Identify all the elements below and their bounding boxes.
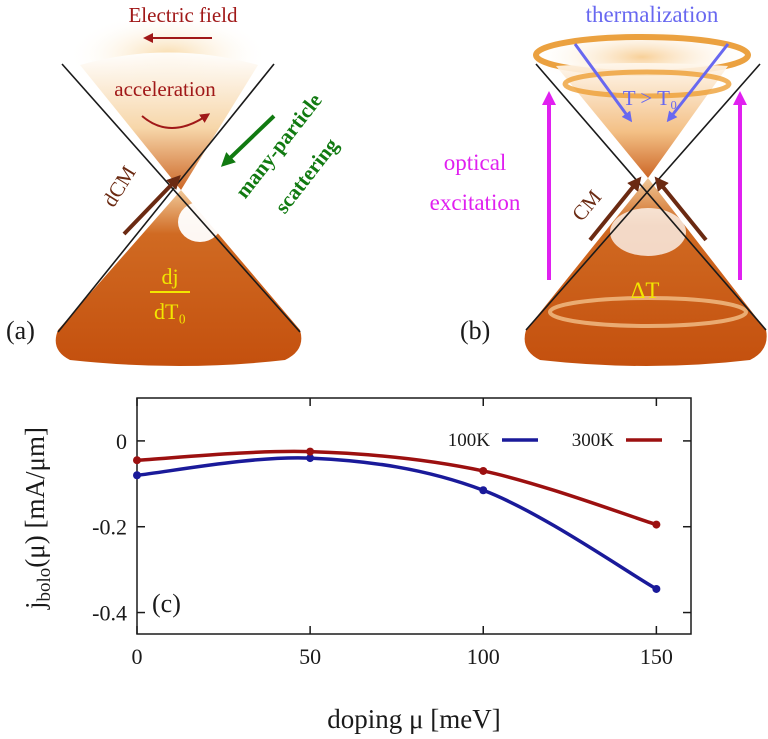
dj-label: dj	[161, 264, 178, 289]
panel-a-label: (a)	[6, 316, 35, 345]
lower-cone-a	[55, 190, 302, 366]
cone-line-b-2	[525, 63, 761, 331]
series-lines	[133, 447, 661, 593]
scattering-arrow	[220, 114, 276, 167]
delta-t-label: ΔT	[631, 278, 660, 303]
data-point-100K	[306, 454, 315, 463]
thermalization-label: thermalization	[586, 2, 719, 27]
upper-cone-a	[80, 52, 258, 190]
series-line-100K	[136, 456, 658, 591]
dcm-arrow	[122, 174, 181, 236]
data-point-300K	[652, 520, 661, 529]
panel-c-label: (c)	[152, 589, 181, 618]
y-axis-label: jbolo(μ) [mA/μm]	[20, 427, 55, 610]
upper-cone-b	[556, 63, 728, 178]
y-tick-label: 0	[116, 429, 127, 454]
legend-label-300K: 300K	[572, 430, 615, 451]
legend-label-100K: 100K	[448, 430, 491, 451]
lower-cone-b	[524, 178, 767, 366]
panel-a: Electric field acceleration many-particl…	[6, 3, 344, 366]
cone-line-b-1	[535, 63, 767, 331]
plot-frame	[136, 397, 692, 635]
cm-label: CM	[567, 185, 607, 226]
data-point-300K	[133, 456, 141, 465]
y-axis-label-rest: (μ) [mA/μm]	[20, 427, 50, 568]
x-tick-label: 100	[467, 644, 500, 669]
cm-arrow-right	[654, 176, 708, 242]
panel-b-label: (b)	[460, 316, 490, 345]
x-tick-label: 50	[299, 644, 321, 669]
data-point-100K	[652, 584, 661, 593]
cm-arrow-left	[588, 176, 642, 242]
acceleration-arrow	[141, 113, 211, 129]
y-axis-label-sub: bolo	[34, 568, 55, 602]
cone-line-a-1	[61, 63, 301, 333]
excitation-label: excitation	[430, 190, 521, 215]
dt0-label: dT₀	[154, 299, 186, 324]
t-gt-t0-label: T > T₀	[623, 86, 678, 110]
data-point-300K	[306, 447, 315, 456]
cone-line-a-2	[57, 63, 275, 333]
thermalization-arrow-left	[573, 43, 633, 123]
data-point-100K	[133, 471, 141, 480]
chart-panel-c: 0 50 100 150 0 -0.2 -0.4 100K 300K (c) doping …	[20, 397, 692, 734]
data-point-300K	[479, 466, 488, 475]
lower-cone-hole-b	[610, 208, 686, 256]
y-tick-label: -0.4	[92, 601, 127, 626]
thermal-ring-mid	[562, 69, 732, 99]
x-tick-label: 150	[640, 644, 673, 669]
dcm-label: dCM	[97, 161, 140, 211]
x-axis-label: doping μ [meV]	[327, 704, 500, 734]
axis-ticks: 0 50 100 150 0 -0.2 -0.4	[92, 398, 691, 669]
panel-b: thermalization T > T₀ optical excitation…	[430, 2, 767, 366]
optical-label: optical	[444, 150, 507, 175]
x-tick-label: 0	[132, 644, 143, 669]
y-axis-label-main: j	[20, 601, 50, 610]
thermal-ring-low	[548, 296, 748, 328]
data-point-100K	[479, 486, 488, 495]
acceleration-label: acceleration	[114, 77, 216, 101]
series-line-300K	[136, 449, 657, 527]
thermalization-arrow-right	[666, 43, 730, 123]
electric-field-label: Electric field	[128, 3, 238, 27]
y-tick-label: -0.2	[92, 515, 127, 540]
